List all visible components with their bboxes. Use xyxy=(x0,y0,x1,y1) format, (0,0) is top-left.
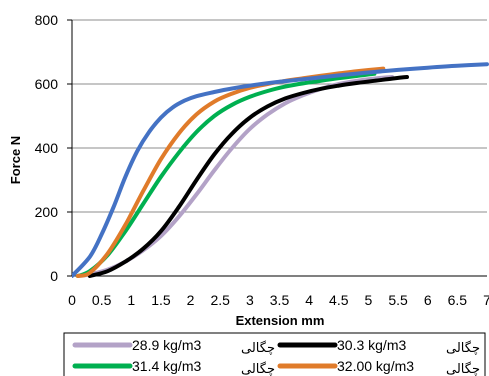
legend-label-fa: چگالی xyxy=(241,340,275,356)
legend: 28.9 kg/m3 چگالی 30.3 kg/m3 چگالی 31.4 kg/m3… xyxy=(63,332,486,376)
axes xyxy=(67,19,487,277)
legend-label-fa: چگالی xyxy=(446,361,480,376)
y-tick-label: 200 xyxy=(35,204,59,220)
x-tick-labels: 0 0.5 1 1.5 2 2.5 3 3.5 4 4.5 5 5.5 6 6.5 7 xyxy=(68,292,489,308)
legend-label-fa: چگالی xyxy=(446,340,480,356)
x-tick-label: 3 xyxy=(246,292,254,308)
series-line-1 xyxy=(87,75,409,278)
series-line-3 xyxy=(75,66,386,278)
x-tick-label: 7 xyxy=(483,292,489,308)
series-lines xyxy=(72,62,489,278)
y-tick-label: 600 xyxy=(35,76,59,92)
x-tick-label: 1 xyxy=(127,292,135,308)
x-tick-label: 0.5 xyxy=(92,292,112,308)
gridlines xyxy=(72,19,487,277)
legend-label: 32.00 kg/m3 xyxy=(337,358,414,374)
x-tick-label: 1.5 xyxy=(151,292,171,308)
x-tick-label: 6 xyxy=(424,292,432,308)
series-line-4 xyxy=(72,62,489,278)
y-tick-label: 0 xyxy=(50,268,58,284)
y-tick-label: 400 xyxy=(35,140,59,156)
x-axis-title: Extension mm xyxy=(236,313,325,328)
y-tick-label: 800 xyxy=(35,12,59,28)
x-tick-label: 0 xyxy=(68,292,76,308)
legend-label-fa: چگالی xyxy=(241,361,275,376)
x-tick-label: 5.5 xyxy=(388,292,408,308)
legend-box xyxy=(63,332,486,376)
x-tick-label: 5 xyxy=(365,292,373,308)
x-tick-label: 6.5 xyxy=(448,292,468,308)
y-tick-labels: 0 200 400 600 800 xyxy=(35,12,59,284)
x-tick-label: 2 xyxy=(187,292,195,308)
x-tick-label: 4 xyxy=(305,292,313,308)
series-line-2 xyxy=(75,71,377,278)
x-tick-label: 3.5 xyxy=(270,292,290,308)
legend-label: 30.3 kg/m3 xyxy=(337,337,406,353)
legend-label: 28.9 kg/m3 xyxy=(132,337,201,353)
y-axis-title: Force N xyxy=(8,136,23,184)
x-tick-label: 4.5 xyxy=(329,292,349,308)
legend-label: 31.4 kg/m3 xyxy=(132,358,201,374)
x-tick-label: 2.5 xyxy=(210,292,230,308)
